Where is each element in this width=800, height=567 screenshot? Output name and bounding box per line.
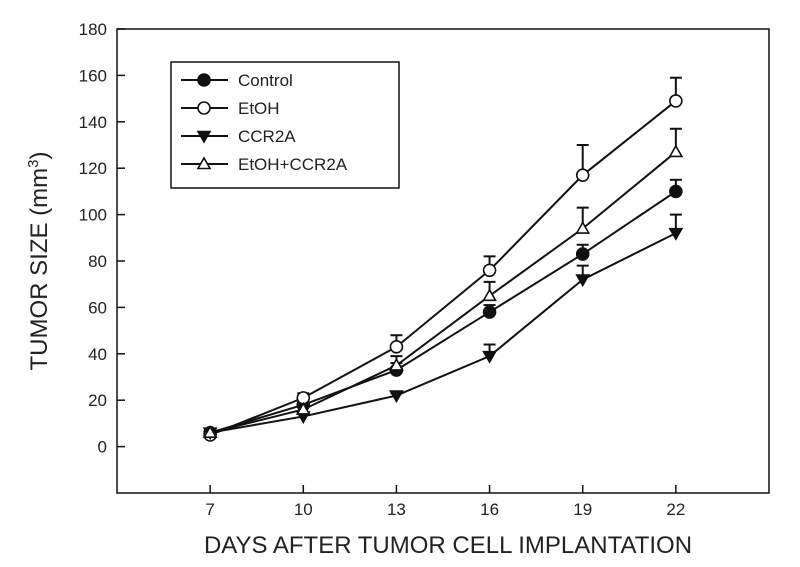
series-line xyxy=(209,190,677,434)
x-tick-label: 10 xyxy=(294,500,313,519)
x-tick-label: 16 xyxy=(480,500,499,519)
series-line xyxy=(209,232,677,434)
legend-label: Control xyxy=(238,71,293,90)
data-point xyxy=(389,390,404,404)
y-tick-label: 100 xyxy=(79,206,107,225)
data-point xyxy=(482,350,497,364)
x-tick-label: 19 xyxy=(573,500,592,519)
y-tick-label: 20 xyxy=(88,391,107,410)
data-point xyxy=(668,144,684,158)
legend-marker xyxy=(197,101,211,115)
legend-item: EtOH+CCR2A xyxy=(181,155,348,174)
legend-item: EtOH xyxy=(181,99,280,118)
series-layer xyxy=(202,76,684,442)
data-point xyxy=(668,227,684,241)
legend-marker xyxy=(196,156,212,170)
legend-label: EtOH+CCR2A xyxy=(238,155,348,174)
data-point xyxy=(575,247,590,261)
y-tick-label: 120 xyxy=(79,159,107,178)
legend-marker xyxy=(197,73,211,87)
data-point xyxy=(575,168,590,182)
legend-label: EtOH xyxy=(238,99,280,118)
y-tick-label: 180 xyxy=(79,20,107,39)
y-axis-title: TUMOR SIZE (mm3) xyxy=(25,152,53,371)
y-tick-label: 40 xyxy=(88,345,107,364)
x-axis-ticks: 7 10 13 16 19 22 xyxy=(205,485,685,519)
y-axis-title-main: TUMOR SIZE (mm xyxy=(26,168,53,371)
series-line xyxy=(209,100,677,436)
y-tick-label: 80 xyxy=(88,252,107,271)
data-point xyxy=(575,220,591,234)
x-tick-label: 7 xyxy=(205,500,214,519)
legend-items: Control EtOH CCR2A EtOH+CCR2A xyxy=(181,71,348,174)
data-point xyxy=(482,263,497,278)
x-axis-title: DAYS AFTER TUMOR CELL IMPLANTATION xyxy=(204,532,692,559)
data-point xyxy=(389,340,404,354)
legend: Control EtOH CCR2A EtOH+CCR2A xyxy=(170,61,400,189)
y-tick-label: 60 xyxy=(88,298,107,317)
data-point xyxy=(482,305,497,319)
data-point xyxy=(202,425,218,438)
x-tick-label: 13 xyxy=(387,500,406,519)
y-tick-label: 140 xyxy=(79,113,107,132)
data-point xyxy=(669,184,683,199)
data-point xyxy=(669,94,683,108)
data-point xyxy=(389,357,404,371)
legend-marker xyxy=(196,130,212,144)
y-axis-title-end: ) xyxy=(26,152,53,160)
y-tick-label: 0 xyxy=(98,438,107,457)
data-point xyxy=(482,288,497,302)
legend-label: CCR2A xyxy=(238,127,296,146)
y-axis-title-superscript: 3 xyxy=(25,160,42,168)
y-axis-ticks: 0 20 40 60 80 100 120 140 160 180 xyxy=(79,20,125,457)
y-tick-label: 160 xyxy=(79,66,107,85)
series-etoh-ccr2a xyxy=(202,127,684,438)
series-line xyxy=(209,151,677,434)
series-ccr2a xyxy=(202,213,684,441)
data-point xyxy=(295,401,311,415)
data-point xyxy=(575,274,591,288)
x-tick-label: 22 xyxy=(666,500,685,519)
legend-item: CCR2A xyxy=(181,127,296,146)
legend-item: Control xyxy=(181,71,293,90)
